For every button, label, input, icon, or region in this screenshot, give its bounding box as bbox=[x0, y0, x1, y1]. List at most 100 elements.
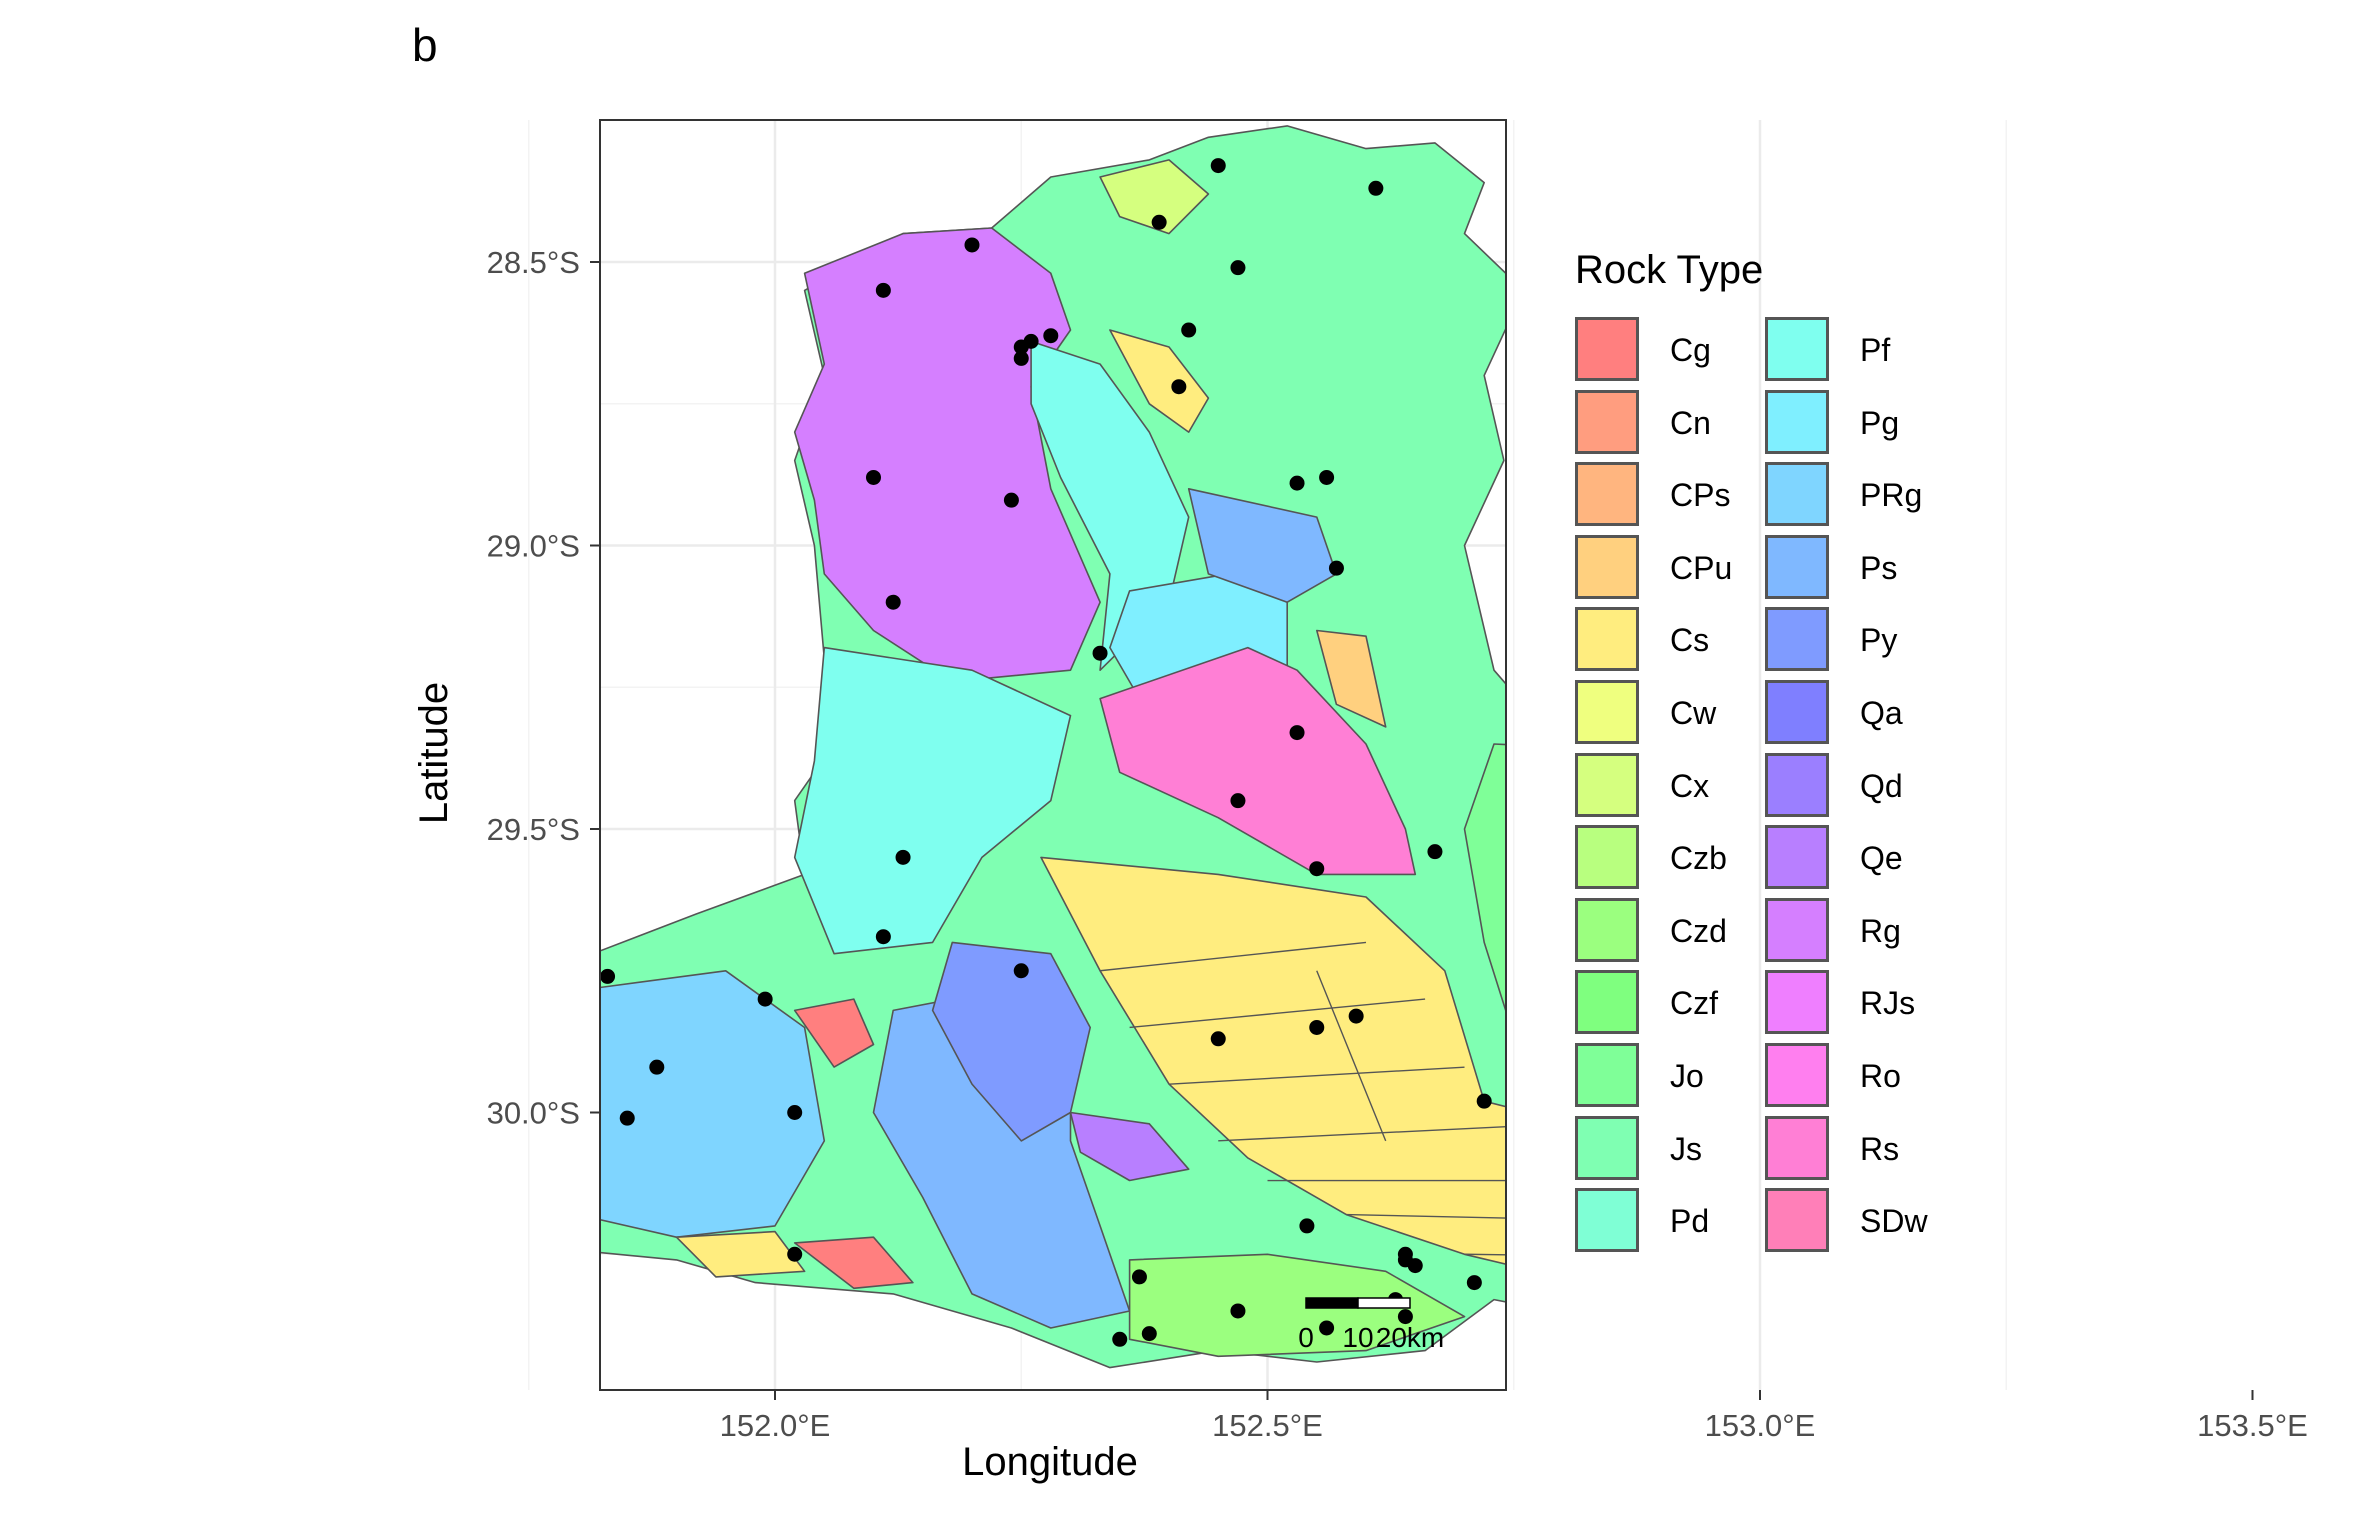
sample-point bbox=[1328, 560, 1344, 576]
x-tick-label: 153.5°E bbox=[2197, 1408, 2308, 1443]
sample-points bbox=[551, 158, 2122, 1347]
legend-key bbox=[1765, 534, 1829, 599]
legend-label: Pf bbox=[1860, 332, 1891, 368]
sample-point bbox=[875, 282, 891, 298]
legend-key bbox=[1575, 897, 1639, 962]
x-axis-title: Longitude bbox=[962, 1440, 1138, 1484]
sample-point bbox=[1851, 969, 1866, 984]
sample-point bbox=[2028, 776, 2043, 791]
sample-point bbox=[1230, 1303, 1246, 1319]
legend-label: Cw bbox=[1670, 694, 1717, 731]
parcel-lines bbox=[1099, 941, 1563, 1283]
sample-point bbox=[1299, 1218, 1315, 1234]
scale-bar-label: 20km bbox=[1376, 1322, 1444, 1353]
sample-point bbox=[885, 594, 901, 610]
y-axis-title: Latitude bbox=[412, 681, 456, 825]
legend-label: CPu bbox=[1670, 549, 1733, 586]
legend-key bbox=[1575, 970, 1639, 1035]
sample-point bbox=[1230, 793, 1246, 809]
legend-key bbox=[1765, 1042, 1829, 1107]
legend-key bbox=[1765, 607, 1829, 672]
parcel-line bbox=[1099, 941, 1367, 972]
unit-cs-north bbox=[1109, 329, 1210, 433]
y-tick-label: 28.5°S bbox=[487, 245, 580, 280]
plot-panel-border bbox=[599, 119, 1507, 1391]
unit-qa-coastal bbox=[1908, 659, 2125, 840]
x-tick-label: 152.0°E bbox=[720, 1408, 831, 1443]
legend-label: Pd bbox=[1670, 1203, 1710, 1240]
legend-key bbox=[1575, 607, 1639, 672]
sample-point bbox=[2009, 787, 2024, 802]
legend-key bbox=[1765, 1188, 1829, 1253]
sample-point bbox=[1319, 469, 1335, 485]
axes: 152.0°E 152.5°E 153.0°E 153.5°E 28.5°S 29.0°S… bbox=[487, 245, 2308, 1443]
legend-key bbox=[1765, 462, 1829, 527]
geology-map bbox=[600, 125, 2125, 1369]
sample-point bbox=[757, 991, 773, 1007]
sample-point bbox=[1841, 861, 1856, 876]
sample-point bbox=[2058, 736, 2073, 751]
legend-label: Jo bbox=[1670, 1057, 1704, 1094]
sample-point bbox=[1546, 873, 1561, 888]
sample-point bbox=[1950, 799, 1965, 814]
sample-point bbox=[1171, 379, 1187, 395]
legend-key bbox=[1765, 1115, 1829, 1180]
y-tick-label: 29.0°S bbox=[487, 529, 580, 564]
legend-key bbox=[1575, 389, 1639, 454]
sample-point bbox=[551, 1213, 566, 1228]
legend-key bbox=[1765, 317, 1829, 381]
sample-point bbox=[1476, 1093, 1492, 1109]
sample-point bbox=[619, 1110, 635, 1126]
parcel-line bbox=[1543, 1141, 1563, 1283]
sample-point bbox=[1131, 1269, 1147, 1285]
legend-key bbox=[1765, 679, 1829, 744]
legend-key bbox=[1765, 897, 1829, 962]
sample-point bbox=[1368, 180, 1384, 196]
legend-label: Cn bbox=[1670, 404, 1711, 441]
sample-point bbox=[2068, 770, 2083, 785]
sample-point bbox=[1013, 339, 1029, 355]
sample-point bbox=[1319, 1320, 1335, 1336]
legend-label: Czb bbox=[1670, 840, 1727, 877]
legend-key bbox=[1575, 1115, 1639, 1180]
sample-point bbox=[1309, 861, 1325, 877]
legend-title: Rock Type bbox=[1575, 248, 1764, 292]
sample-point bbox=[1210, 158, 1226, 174]
sample-point bbox=[2107, 776, 2122, 791]
sample-point bbox=[1289, 475, 1305, 491]
sample-point bbox=[787, 1246, 803, 1262]
legend-label: Czf bbox=[1670, 985, 1718, 1022]
legend-key bbox=[1765, 825, 1829, 890]
y-tick-label: 30.0°S bbox=[487, 1096, 580, 1131]
legend-key bbox=[1575, 317, 1639, 381]
unit-cs-southwest bbox=[675, 1230, 806, 1278]
legend-label: SDw bbox=[1860, 1203, 1928, 1240]
scale-bar: 0 10 20km bbox=[1298, 1297, 1444, 1353]
unit-czd-south bbox=[1128, 1253, 1466, 1358]
sample-point bbox=[1230, 260, 1246, 276]
y-tick-label: 29.5°S bbox=[487, 812, 580, 847]
sample-point bbox=[866, 469, 881, 485]
x-tick-label: 152.5°E bbox=[1212, 1408, 1323, 1443]
sample-point bbox=[1348, 1008, 1364, 1024]
unit-cpu-central bbox=[1316, 629, 1387, 728]
unit-rs-central bbox=[1099, 646, 1417, 876]
sample-point bbox=[1210, 1031, 1226, 1047]
sample-point bbox=[1151, 214, 1167, 230]
legend-label: Qa bbox=[1860, 694, 1903, 731]
legend-key bbox=[1575, 1042, 1639, 1107]
sample-point bbox=[1003, 492, 1019, 508]
legend-key bbox=[1575, 534, 1639, 599]
parcel-line bbox=[1129, 998, 1426, 1029]
legend-label: Rg bbox=[1860, 912, 1901, 949]
unit-ps-sliver bbox=[1187, 488, 1338, 603]
legend-label: PRg bbox=[1860, 477, 1923, 514]
parcel-line bbox=[1316, 970, 1387, 1142]
sample-point bbox=[1427, 844, 1443, 860]
sample-point bbox=[1466, 1275, 1482, 1291]
sample-point bbox=[1743, 804, 1758, 819]
unit-py-central bbox=[931, 941, 1091, 1142]
legend-label: Ro bbox=[1860, 1057, 1901, 1094]
legend-key bbox=[1575, 825, 1639, 890]
legend-label: Pg bbox=[1860, 404, 1900, 441]
